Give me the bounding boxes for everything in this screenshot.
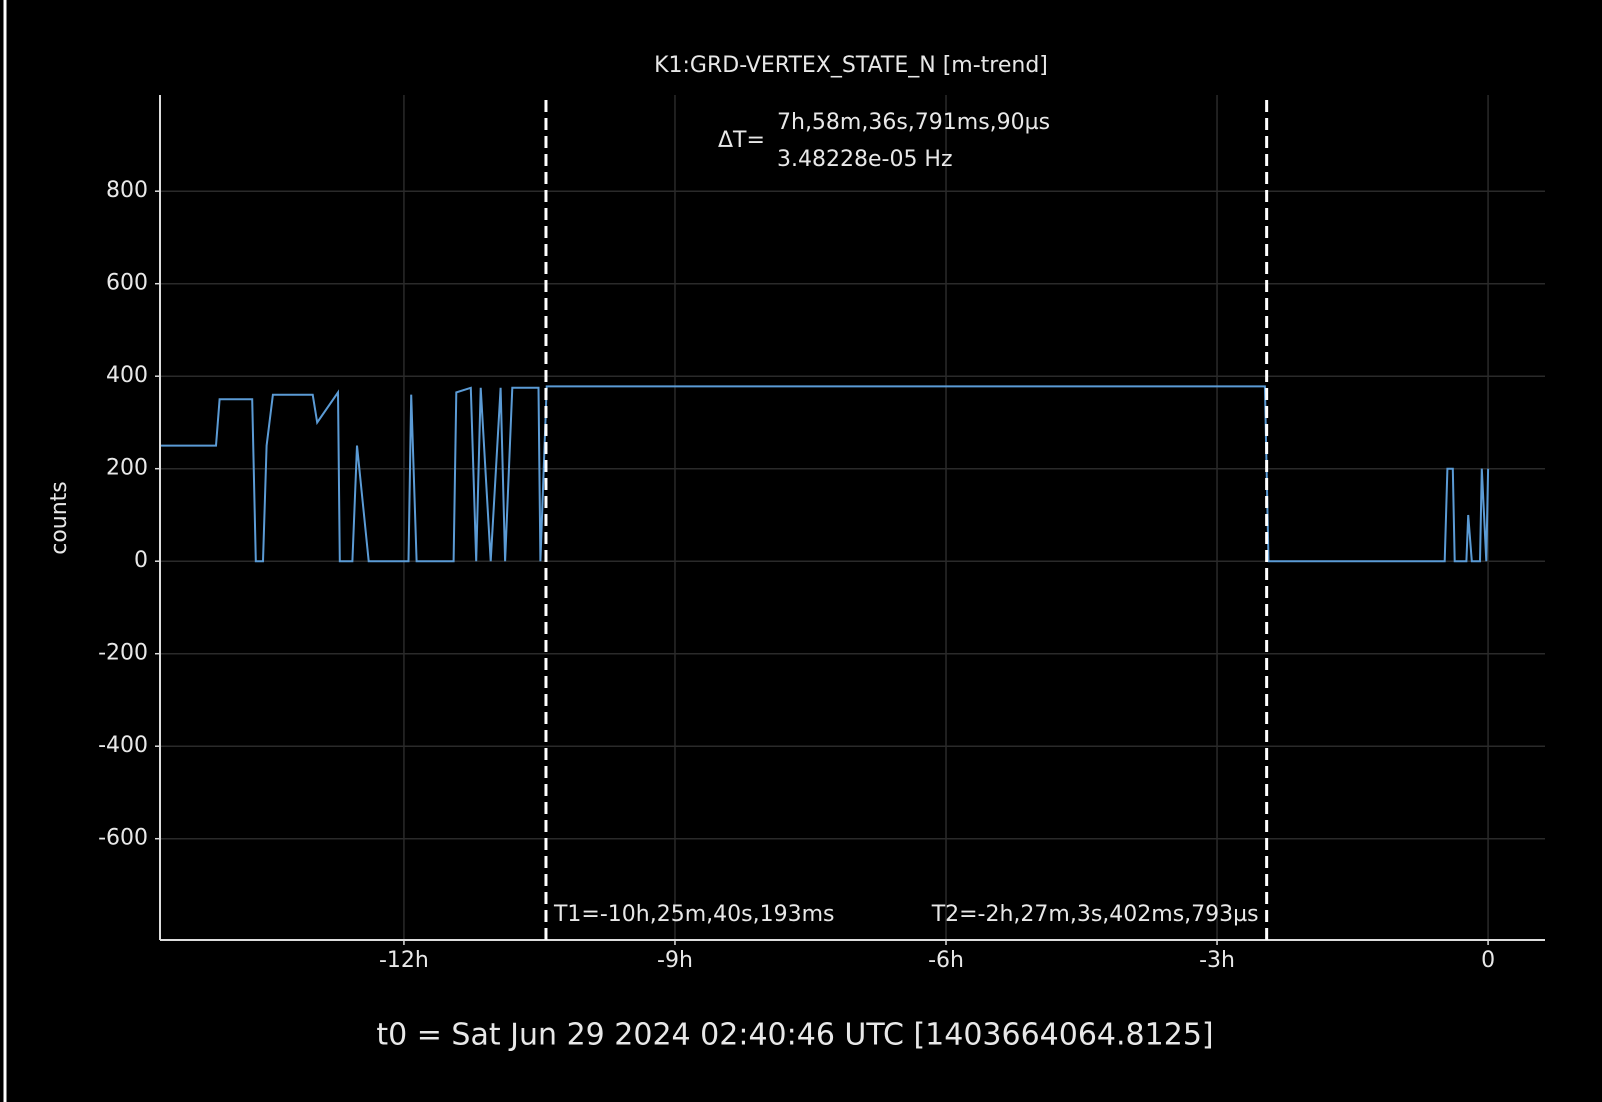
grid [160,95,1545,940]
plot [160,385,1490,563]
y-tick-label: 0 [134,548,148,573]
x-tick-label: -3h [1199,948,1235,973]
y-tick-label: 600 [106,271,148,296]
cursor-label: T2=-2h,27m,3s,402ms,793µs [931,902,1259,927]
y-tick-label: -400 [98,733,148,758]
delta-prefix: ΔT= [718,128,765,153]
delta-frequency: 3.48228e-05 Hz [777,147,953,172]
y-axis-label: counts [47,481,72,555]
y-tick-label: 400 [106,363,148,388]
x-tick-label: -9h [657,948,693,973]
data-line [160,385,1490,563]
y-tick-label: -200 [98,641,148,666]
y-tick-label: 200 [106,456,148,481]
chart-title: K1:GRD-VERTEX_STATE_N [m-trend] [654,53,1048,78]
delta-time: 7h,58m,36s,791ms,90µs [777,110,1050,135]
y-tick-label: 800 [106,178,148,203]
y-tick-label: -600 [98,826,148,851]
x-tick-label: -6h [928,948,964,973]
x-tick-label: 0 [1481,948,1495,973]
footer: t0 = Sat Jun 29 2024 02:40:46 UTC [14036… [376,1018,1213,1053]
x-tick-label: -12h [379,948,429,973]
cursor-label: T1=-10h,25m,40s,193ms [553,902,835,927]
